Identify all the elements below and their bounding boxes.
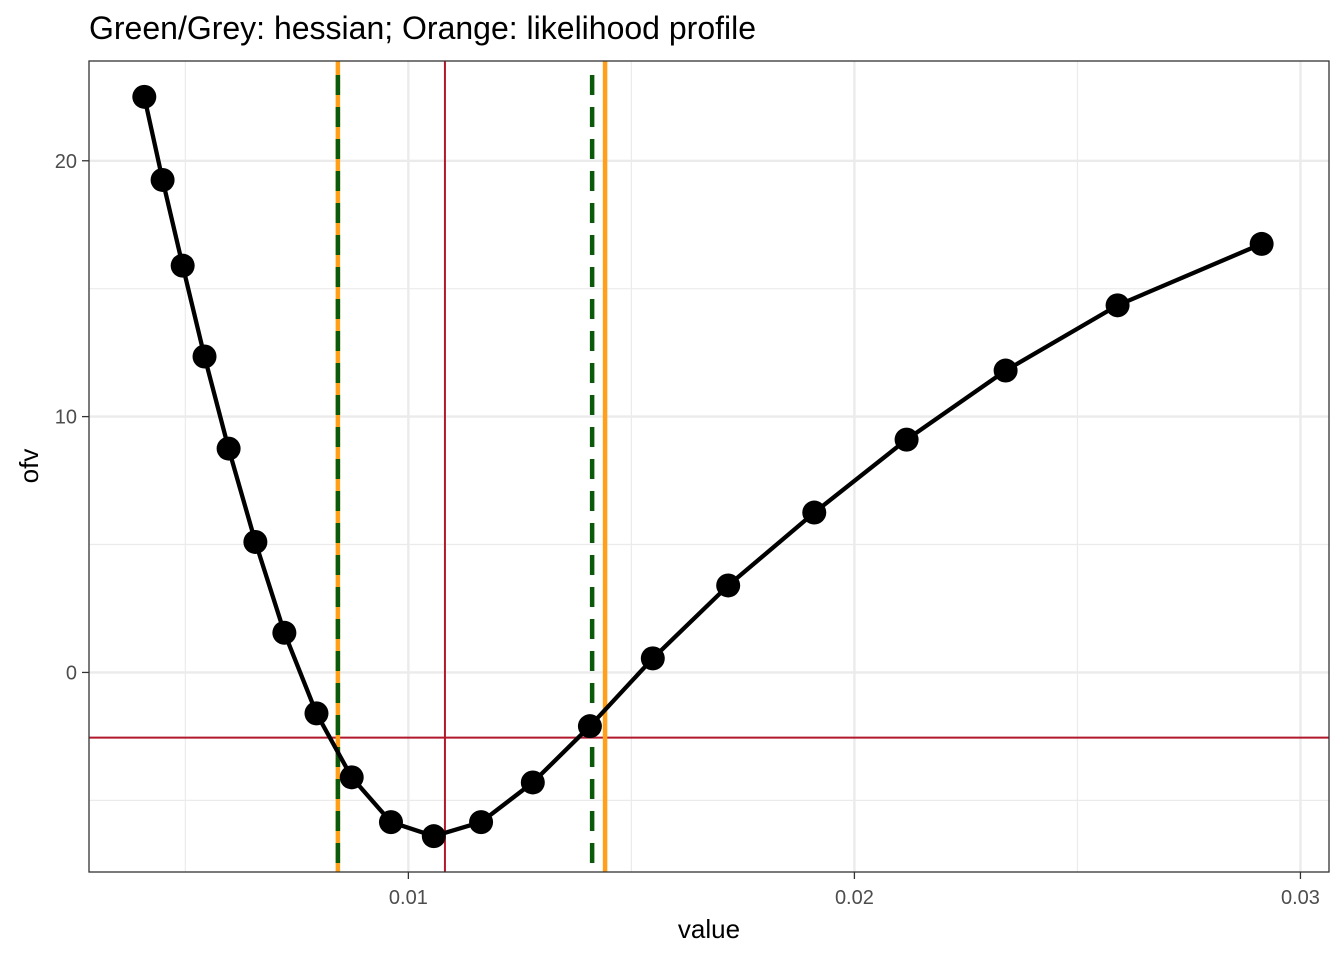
panel-border [88, 60, 1330, 873]
reference-lines [89, 61, 1329, 872]
data-point [802, 500, 827, 525]
x-tick-label: 0.01 [389, 887, 428, 909]
data-point [577, 714, 602, 739]
chart-title: Green/Grey: hessian; Orange: likelihood … [89, 10, 756, 46]
data-point [272, 620, 297, 645]
y-tick-label: 10 [55, 407, 77, 429]
minor-gridlines [89, 61, 1329, 872]
series-line [142, 96, 1263, 839]
data-point [469, 810, 494, 835]
data-point [132, 84, 157, 109]
data-point [640, 646, 665, 671]
data-point [421, 824, 446, 849]
data-point [894, 427, 919, 452]
data-point [520, 770, 545, 795]
data-point [170, 253, 195, 278]
data-point [378, 810, 403, 835]
data-point [192, 344, 217, 369]
x-tick-label: 0.02 [835, 887, 874, 909]
data-point [1249, 231, 1274, 256]
data-point [243, 529, 268, 554]
data-series [132, 84, 1274, 849]
x-axis: 0.01 0.02 0.03 [389, 872, 1320, 909]
data-point [716, 573, 741, 598]
y-tick-label: 0 [66, 662, 77, 684]
data-point [304, 701, 329, 726]
data-point [993, 358, 1018, 383]
major-gridlines [89, 61, 1329, 872]
y-axis: 0 10 20 [55, 151, 89, 684]
data-point [339, 765, 364, 790]
x-axis-label: value [678, 914, 740, 944]
data-point [1105, 293, 1130, 318]
y-tick-label: 20 [55, 151, 77, 173]
y-axis-label: ofv [14, 449, 44, 484]
data-point [150, 167, 175, 192]
data-point [216, 436, 241, 461]
x-tick-label: 0.03 [1281, 887, 1320, 909]
